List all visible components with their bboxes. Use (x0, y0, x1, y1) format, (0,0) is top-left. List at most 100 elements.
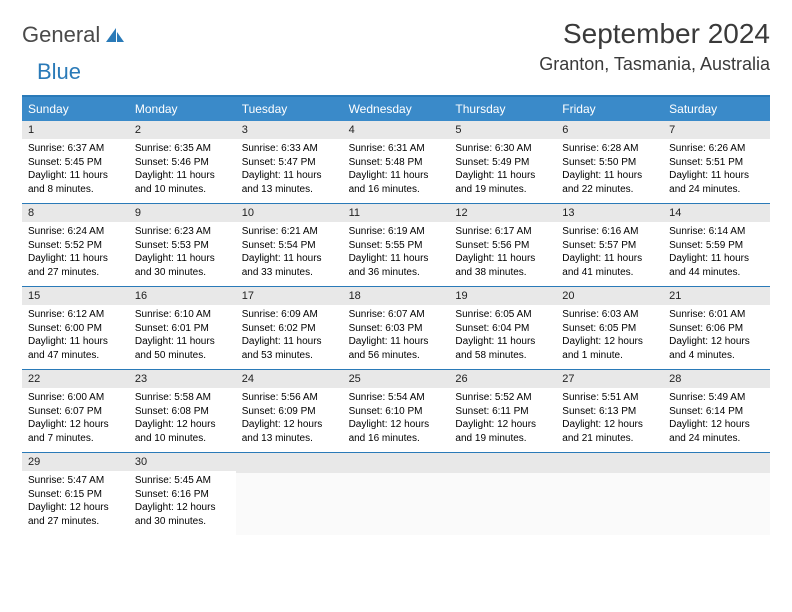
day-number: 5 (449, 121, 556, 139)
day-info: Sunrise: 6:21 AMSunset: 5:54 PMDaylight:… (236, 222, 343, 283)
day-number: 10 (236, 204, 343, 222)
calendar-cell: 14Sunrise: 6:14 AMSunset: 5:59 PMDayligh… (663, 204, 770, 286)
calendar-cell: 11Sunrise: 6:19 AMSunset: 5:55 PMDayligh… (343, 204, 450, 286)
day-number: 14 (663, 204, 770, 222)
calendar-cell: 10Sunrise: 6:21 AMSunset: 5:54 PMDayligh… (236, 204, 343, 286)
weekday-label: Monday (129, 97, 236, 121)
day-number (236, 453, 343, 473)
day-number: 24 (236, 370, 343, 388)
calendar-cell: 6Sunrise: 6:28 AMSunset: 5:50 PMDaylight… (556, 121, 663, 203)
day-info: Sunrise: 6:09 AMSunset: 6:02 PMDaylight:… (236, 305, 343, 366)
day-number: 15 (22, 287, 129, 305)
day-number: 27 (556, 370, 663, 388)
calendar-cell: 18Sunrise: 6:07 AMSunset: 6:03 PMDayligh… (343, 287, 450, 369)
day-number: 30 (129, 453, 236, 471)
calendar-grid: SundayMondayTuesdayWednesdayThursdayFrid… (22, 95, 770, 535)
calendar-week: 29Sunrise: 5:47 AMSunset: 6:15 PMDayligh… (22, 453, 770, 535)
calendar-cell: 3Sunrise: 6:33 AMSunset: 5:47 PMDaylight… (236, 121, 343, 203)
calendar-cell: 19Sunrise: 6:05 AMSunset: 6:04 PMDayligh… (449, 287, 556, 369)
calendar-week: 8Sunrise: 6:24 AMSunset: 5:52 PMDaylight… (22, 204, 770, 287)
calendar-cell: 8Sunrise: 6:24 AMSunset: 5:52 PMDaylight… (22, 204, 129, 286)
calendar-cell: 5Sunrise: 6:30 AMSunset: 5:49 PMDaylight… (449, 121, 556, 203)
day-number: 16 (129, 287, 236, 305)
day-number (343, 453, 450, 473)
logo-word1: General (22, 22, 100, 48)
day-info: Sunrise: 6:33 AMSunset: 5:47 PMDaylight:… (236, 139, 343, 200)
day-number: 6 (556, 121, 663, 139)
day-number: 23 (129, 370, 236, 388)
day-number (556, 453, 663, 473)
day-info: Sunrise: 5:47 AMSunset: 6:15 PMDaylight:… (22, 471, 129, 532)
calendar-cell: 23Sunrise: 5:58 AMSunset: 6:08 PMDayligh… (129, 370, 236, 452)
location-label: Granton, Tasmania, Australia (539, 54, 770, 75)
day-info: Sunrise: 6:31 AMSunset: 5:48 PMDaylight:… (343, 139, 450, 200)
day-number: 28 (663, 370, 770, 388)
calendar-cell: 27Sunrise: 5:51 AMSunset: 6:13 PMDayligh… (556, 370, 663, 452)
day-number: 3 (236, 121, 343, 139)
day-number: 4 (343, 121, 450, 139)
day-info: Sunrise: 6:03 AMSunset: 6:05 PMDaylight:… (556, 305, 663, 366)
calendar-cell: 9Sunrise: 6:23 AMSunset: 5:53 PMDaylight… (129, 204, 236, 286)
logo: General (22, 18, 126, 48)
weekday-label: Sunday (22, 97, 129, 121)
calendar-cell: 30Sunrise: 5:45 AMSunset: 6:16 PMDayligh… (129, 453, 236, 535)
day-number: 12 (449, 204, 556, 222)
calendar-cell (343, 453, 450, 535)
day-info: Sunrise: 6:28 AMSunset: 5:50 PMDaylight:… (556, 139, 663, 200)
calendar-cell: 7Sunrise: 6:26 AMSunset: 5:51 PMDaylight… (663, 121, 770, 203)
calendar-cell: 2Sunrise: 6:35 AMSunset: 5:46 PMDaylight… (129, 121, 236, 203)
day-info: Sunrise: 6:19 AMSunset: 5:55 PMDaylight:… (343, 222, 450, 283)
day-info: Sunrise: 6:10 AMSunset: 6:01 PMDaylight:… (129, 305, 236, 366)
day-info: Sunrise: 5:51 AMSunset: 6:13 PMDaylight:… (556, 388, 663, 449)
day-number: 8 (22, 204, 129, 222)
weekday-label: Saturday (663, 97, 770, 121)
day-number: 18 (343, 287, 450, 305)
weekday-label: Tuesday (236, 97, 343, 121)
logo-word2: Blue (37, 59, 81, 84)
month-title: September 2024 (539, 18, 770, 50)
day-number: 17 (236, 287, 343, 305)
calendar-cell (556, 453, 663, 535)
day-info: Sunrise: 5:54 AMSunset: 6:10 PMDaylight:… (343, 388, 450, 449)
day-info: Sunrise: 6:14 AMSunset: 5:59 PMDaylight:… (663, 222, 770, 283)
day-info: Sunrise: 5:52 AMSunset: 6:11 PMDaylight:… (449, 388, 556, 449)
day-info: Sunrise: 5:45 AMSunset: 6:16 PMDaylight:… (129, 471, 236, 532)
day-info: Sunrise: 6:05 AMSunset: 6:04 PMDaylight:… (449, 305, 556, 366)
day-info: Sunrise: 5:58 AMSunset: 6:08 PMDaylight:… (129, 388, 236, 449)
day-info: Sunrise: 6:37 AMSunset: 5:45 PMDaylight:… (22, 139, 129, 200)
day-info: Sunrise: 6:16 AMSunset: 5:57 PMDaylight:… (556, 222, 663, 283)
calendar-cell (236, 453, 343, 535)
calendar-cell (663, 453, 770, 535)
calendar-week: 1Sunrise: 6:37 AMSunset: 5:45 PMDaylight… (22, 121, 770, 204)
calendar-cell: 17Sunrise: 6:09 AMSunset: 6:02 PMDayligh… (236, 287, 343, 369)
logo-sail-icon (104, 26, 126, 44)
day-number: 19 (449, 287, 556, 305)
day-info: Sunrise: 6:35 AMSunset: 5:46 PMDaylight:… (129, 139, 236, 200)
day-number: 29 (22, 453, 129, 471)
calendar-cell: 26Sunrise: 5:52 AMSunset: 6:11 PMDayligh… (449, 370, 556, 452)
day-number (449, 453, 556, 473)
calendar-cell: 21Sunrise: 6:01 AMSunset: 6:06 PMDayligh… (663, 287, 770, 369)
calendar-cell: 1Sunrise: 6:37 AMSunset: 5:45 PMDaylight… (22, 121, 129, 203)
day-info: Sunrise: 6:00 AMSunset: 6:07 PMDaylight:… (22, 388, 129, 449)
day-number: 26 (449, 370, 556, 388)
day-number: 7 (663, 121, 770, 139)
day-number: 11 (343, 204, 450, 222)
calendar-cell: 28Sunrise: 5:49 AMSunset: 6:14 PMDayligh… (663, 370, 770, 452)
day-info: Sunrise: 5:49 AMSunset: 6:14 PMDaylight:… (663, 388, 770, 449)
day-number: 9 (129, 204, 236, 222)
calendar-cell: 4Sunrise: 6:31 AMSunset: 5:48 PMDaylight… (343, 121, 450, 203)
day-info: Sunrise: 6:23 AMSunset: 5:53 PMDaylight:… (129, 222, 236, 283)
day-info: Sunrise: 6:01 AMSunset: 6:06 PMDaylight:… (663, 305, 770, 366)
day-info: Sunrise: 6:26 AMSunset: 5:51 PMDaylight:… (663, 139, 770, 200)
weekday-label: Wednesday (343, 97, 450, 121)
day-number: 2 (129, 121, 236, 139)
calendar-cell: 13Sunrise: 6:16 AMSunset: 5:57 PMDayligh… (556, 204, 663, 286)
calendar-cell: 24Sunrise: 5:56 AMSunset: 6:09 PMDayligh… (236, 370, 343, 452)
day-number: 20 (556, 287, 663, 305)
calendar-cell: 25Sunrise: 5:54 AMSunset: 6:10 PMDayligh… (343, 370, 450, 452)
calendar-cell: 22Sunrise: 6:00 AMSunset: 6:07 PMDayligh… (22, 370, 129, 452)
day-info: Sunrise: 6:12 AMSunset: 6:00 PMDaylight:… (22, 305, 129, 366)
day-number (663, 453, 770, 473)
day-number: 22 (22, 370, 129, 388)
